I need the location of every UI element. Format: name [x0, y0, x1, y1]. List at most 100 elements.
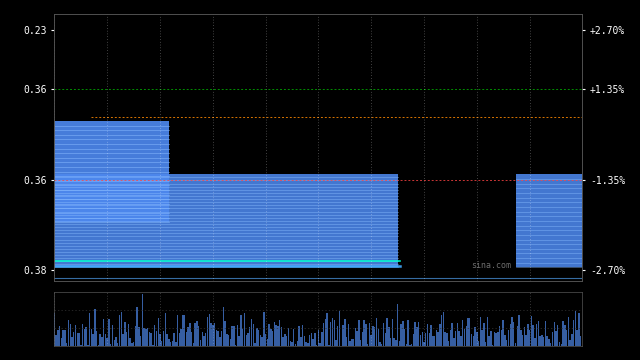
Bar [506, 341, 508, 346]
Bar [518, 315, 520, 346]
Bar [110, 344, 111, 346]
Bar [450, 330, 451, 346]
Bar [232, 326, 233, 346]
Bar [369, 323, 370, 346]
Bar [464, 329, 465, 346]
Bar [54, 313, 55, 346]
Bar [127, 324, 129, 346]
Bar [476, 332, 477, 346]
Bar [124, 321, 125, 346]
Bar [305, 342, 307, 346]
Bar [175, 342, 177, 346]
Bar [531, 316, 532, 346]
Bar [429, 333, 430, 346]
Bar [406, 344, 407, 346]
Bar [270, 329, 271, 346]
Bar [499, 326, 500, 346]
Bar [80, 345, 81, 346]
Bar [529, 330, 531, 346]
Bar [527, 324, 529, 346]
Bar [511, 318, 513, 346]
Bar [286, 336, 287, 346]
Bar [204, 336, 205, 346]
Bar [182, 315, 184, 346]
Bar [300, 337, 301, 346]
Bar [122, 334, 124, 346]
Bar [349, 341, 351, 346]
Bar [578, 313, 580, 346]
Bar [73, 332, 74, 346]
Bar [330, 322, 332, 346]
Bar [205, 333, 207, 346]
Bar [508, 330, 509, 346]
Bar [240, 315, 242, 346]
Bar [184, 315, 186, 346]
Bar [145, 329, 147, 346]
Bar [63, 330, 64, 346]
Bar [469, 318, 470, 346]
Bar [75, 325, 76, 346]
Bar [180, 329, 182, 346]
Bar [522, 336, 524, 346]
Bar [150, 333, 152, 346]
Bar [307, 343, 308, 346]
Bar [256, 328, 257, 346]
Bar [342, 325, 344, 346]
Bar [538, 320, 539, 346]
Bar [568, 317, 569, 346]
Bar [395, 340, 397, 346]
Bar [223, 307, 224, 346]
Bar [408, 320, 409, 346]
Bar [513, 322, 515, 346]
Bar [532, 325, 534, 346]
Bar [458, 332, 460, 346]
Bar [566, 330, 567, 346]
Bar [89, 313, 90, 346]
Bar [159, 334, 161, 346]
Bar [105, 334, 106, 346]
Bar [54, 121, 169, 222]
Bar [413, 334, 414, 346]
Bar [106, 338, 108, 346]
Bar [140, 336, 141, 346]
Bar [85, 327, 87, 346]
Bar [298, 326, 300, 346]
Bar [186, 332, 187, 346]
Bar [147, 328, 148, 346]
Bar [460, 336, 461, 346]
Bar [502, 320, 504, 346]
Bar [536, 324, 538, 346]
Bar [524, 327, 525, 346]
Bar [575, 311, 576, 346]
Bar [274, 322, 275, 346]
Bar [418, 322, 419, 346]
Bar [239, 336, 240, 346]
Bar [170, 342, 172, 346]
Bar [541, 334, 543, 346]
Bar [515, 343, 516, 346]
Bar [348, 324, 349, 346]
Bar [471, 334, 472, 346]
Bar [228, 335, 229, 346]
Bar [559, 342, 560, 346]
Bar [314, 333, 316, 346]
Bar [152, 345, 154, 346]
Bar [520, 329, 522, 346]
Bar [191, 332, 193, 346]
Bar [99, 334, 101, 346]
Bar [390, 338, 391, 346]
Bar [394, 338, 395, 346]
Bar [372, 326, 374, 346]
Bar [173, 333, 175, 346]
Bar [237, 325, 238, 346]
Bar [552, 333, 553, 346]
Bar [275, 325, 277, 346]
Bar [177, 315, 179, 346]
Bar [265, 334, 266, 346]
Bar [392, 319, 393, 346]
Bar [68, 320, 69, 346]
Bar [478, 342, 479, 346]
Bar [230, 339, 231, 346]
Bar [364, 320, 365, 346]
Bar [362, 332, 363, 346]
